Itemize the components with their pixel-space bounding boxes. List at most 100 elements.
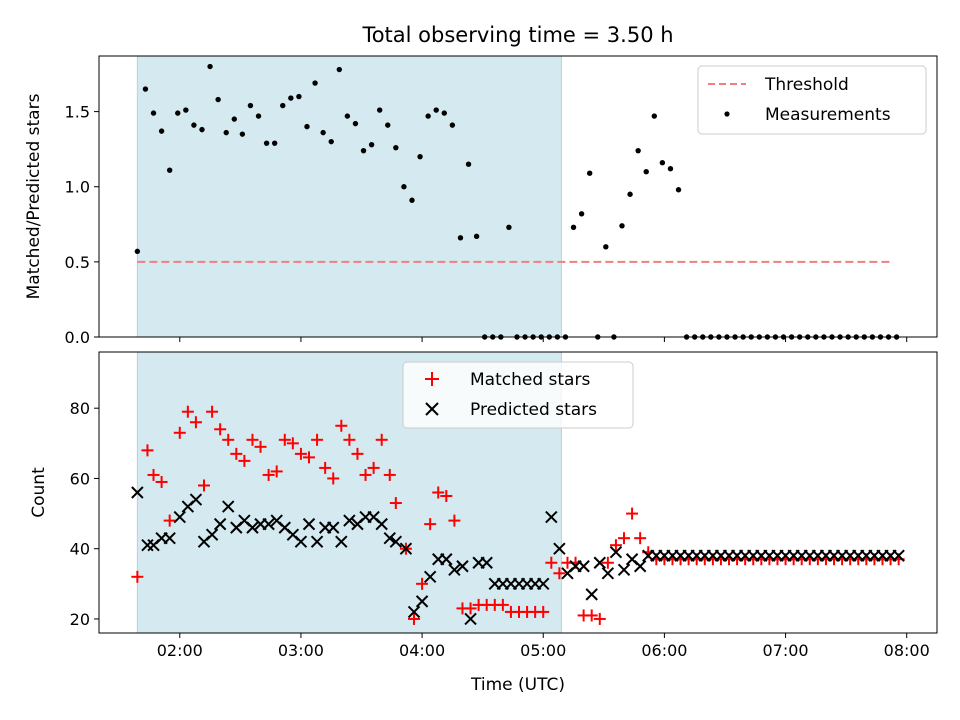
matched-star-point — [432, 486, 445, 499]
predicted-star-point — [585, 588, 598, 601]
measurement-point — [433, 107, 439, 113]
measurement-point — [425, 113, 431, 119]
predicted-star-point — [389, 535, 403, 548]
matched-star-point — [214, 423, 227, 436]
top-y-axis-label: Matched/Predicted stars — [24, 93, 44, 299]
matched-star-point — [131, 570, 144, 583]
predicted-star-point — [189, 493, 203, 506]
matched-star-point — [270, 465, 283, 478]
y-tick-label: 1.0 — [65, 178, 90, 197]
matched-star-point — [230, 447, 243, 460]
measurement-point — [142, 86, 149, 92]
y-tick-label: 80 — [70, 399, 90, 418]
predicted-star-point — [609, 546, 623, 559]
matched-star-point — [448, 514, 461, 527]
measurement-point — [651, 113, 658, 119]
predicted-star-point — [601, 567, 615, 580]
matched-star-point — [367, 461, 380, 474]
matched-star-point — [359, 468, 372, 481]
predicted-star-point — [327, 521, 340, 534]
x-tick-label: 07:00 — [762, 641, 808, 660]
top-panel: 0.0 0.5 1.0 1.5 Matched/Predicted stars Thr… — [24, 55, 938, 347]
measurement-point — [150, 110, 157, 116]
matched-star-point — [343, 433, 356, 446]
predicted-star-point — [464, 612, 477, 626]
measurement-point — [457, 235, 464, 241]
top-observing-window — [136, 55, 562, 338]
measurement-point — [449, 122, 456, 128]
measurement-point — [352, 120, 359, 127]
measurement-point — [635, 147, 641, 154]
measurement-point — [255, 113, 262, 119]
predicted-star-point — [222, 500, 235, 513]
measurement-point — [409, 197, 415, 203]
matched-star-point — [383, 468, 396, 481]
measurement-point — [199, 126, 205, 133]
matched-star-point — [618, 532, 631, 545]
predicted-star-point — [892, 549, 905, 562]
matched-star-point — [163, 514, 176, 527]
measurement-point — [603, 244, 609, 250]
matched-star-point — [189, 416, 202, 429]
legend-matched-label: Matched stars — [470, 370, 590, 390]
matched-star-point — [496, 598, 509, 611]
matched-star-point — [601, 556, 614, 569]
measurement-point — [417, 153, 423, 160]
measurement-point — [465, 161, 472, 167]
legend-matched-swatch — [425, 372, 439, 386]
measurement-point — [312, 80, 318, 86]
matched-star-point — [389, 497, 402, 510]
measurement-points — [134, 63, 900, 340]
matched-star-point — [147, 468, 160, 481]
measurement-point — [619, 223, 625, 229]
x-tick-label: 08:00 — [884, 641, 930, 660]
predicted-star-point — [407, 605, 421, 619]
measurement-point — [320, 129, 326, 136]
measurement-point — [506, 224, 512, 231]
measurement-point — [263, 140, 270, 146]
matched-star-point — [634, 532, 647, 545]
predicted-star-point — [383, 531, 396, 545]
predicted-star-point — [343, 514, 356, 527]
matched-star-point — [327, 472, 340, 485]
measurement-point — [296, 93, 302, 100]
bottom-axes-frame — [98, 351, 938, 634]
matched-star-point — [593, 612, 606, 625]
predicted-star-point — [633, 560, 647, 573]
predicted-star-point — [577, 560, 590, 573]
matched-star-point — [440, 490, 453, 503]
measurement-point — [231, 116, 237, 122]
measurement-point — [183, 107, 189, 113]
matched-star-point — [553, 567, 566, 580]
predicted-star-point — [246, 521, 259, 534]
matched-star-point — [198, 479, 211, 492]
predicted-star-point — [617, 563, 631, 576]
predicted-star-point — [553, 542, 566, 555]
predicted-star-point — [163, 531, 176, 545]
measurement-point — [401, 184, 407, 190]
predicted-star-point — [173, 510, 186, 524]
x-tick-label: 02:00 — [157, 641, 203, 660]
measurement-point — [578, 211, 585, 217]
predicted-star-point — [456, 560, 469, 573]
measurement-point — [215, 96, 221, 103]
x-axis-label: Time (UTC) — [470, 675, 565, 695]
legend-measurement-swatch — [724, 111, 730, 117]
y-tick-label: 0.0 — [65, 328, 90, 347]
measurement-point — [280, 102, 286, 109]
matched-star-point — [335, 419, 348, 432]
matched-star-point — [464, 602, 477, 615]
measurement-point — [675, 187, 682, 193]
matched-star-point — [173, 426, 186, 439]
predicted-star-point — [131, 486, 144, 499]
measurement-point — [667, 166, 674, 172]
predicted-star-point — [537, 577, 550, 591]
matched-star-point — [424, 518, 437, 531]
predicted-star-point — [480, 556, 493, 569]
predicted-star-point — [294, 535, 308, 548]
measurement-point — [344, 113, 351, 119]
predicted-star-point — [415, 595, 429, 608]
legend-predicted-label: Predicted stars — [470, 400, 597, 420]
matched-star-point — [609, 539, 622, 552]
